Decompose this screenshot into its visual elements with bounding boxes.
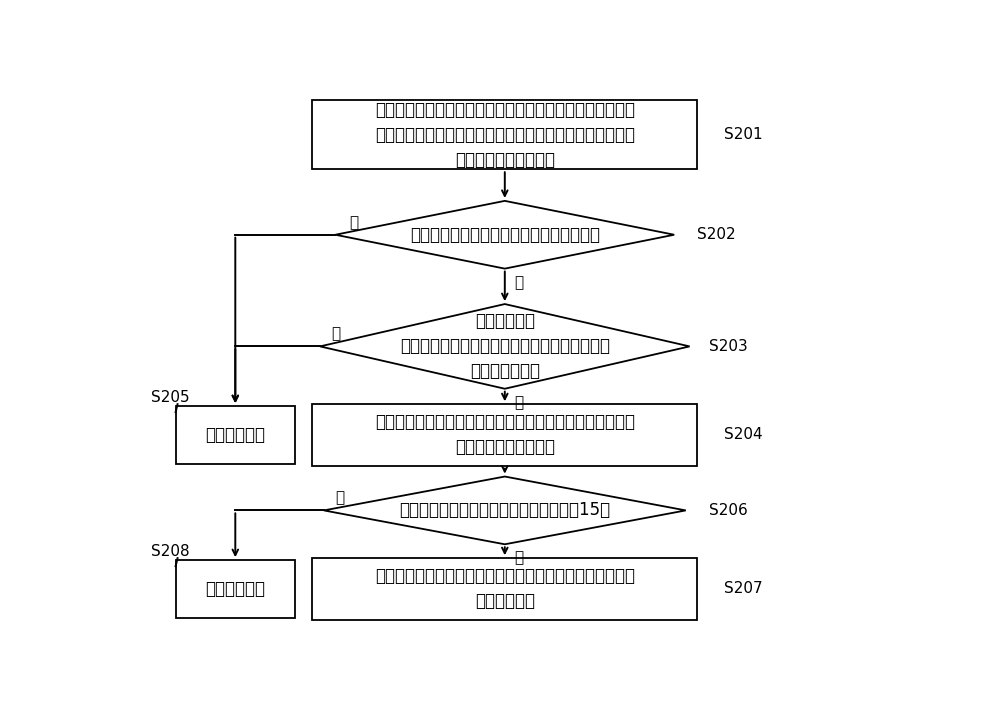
Text: 否: 否 [335, 491, 345, 505]
Text: S204: S204 [724, 427, 763, 443]
Text: 保持制热循环: 保持制热循环 [205, 426, 265, 444]
Text: S206: S206 [709, 503, 748, 518]
Text: 是: 是 [514, 395, 523, 410]
Text: S205: S205 [151, 391, 189, 405]
Text: 当空调器处于制热循环时，获取所述空调器的制热时间、所
述空调器的室外机进风温度、室外机出风温度以及所述进风
温度与出风温度的温差: 当空调器处于制热循环时，获取所述空调器的制热时间、所 述空调器的室外机进风温度、… [375, 101, 635, 168]
Text: 判断制热时间是否大于预设的第一时间阈值: 判断制热时间是否大于预设的第一时间阈值 [410, 226, 600, 244]
Text: 否: 否 [349, 215, 358, 230]
Text: 控制所述四通阀的阀口进行切换，使所述空调器由化霜循环
转入制热循环: 控制所述四通阀的阀口进行切换，使所述空调器由化霜循环 转入制热循环 [375, 568, 635, 611]
Text: S202: S202 [697, 227, 736, 243]
Text: 是: 是 [514, 551, 523, 565]
Bar [312, 100, 697, 169]
Text: 否: 否 [332, 326, 341, 342]
Text: S201: S201 [724, 127, 763, 142]
Polygon shape [335, 201, 674, 269]
Text: 判断温差小于
或等于预设的温度阈值的持续时间是否大于预设
的第二时间阈值: 判断温差小于 或等于预设的温度阈值的持续时间是否大于预设 的第二时间阈值 [400, 312, 610, 381]
Text: 是: 是 [514, 275, 523, 290]
Polygon shape [324, 477, 686, 544]
Bar [176, 560, 295, 618]
Bar [176, 406, 295, 464]
Text: 判断室外机的热交换器出口温度是否大于15度: 判断室外机的热交换器出口温度是否大于15度 [399, 501, 610, 520]
Text: 保持化霜循环: 保持化霜循环 [205, 580, 265, 598]
Text: S208: S208 [151, 544, 189, 560]
Text: S203: S203 [709, 339, 748, 354]
Bar [312, 558, 697, 620]
Bar [312, 404, 697, 466]
Text: S207: S207 [724, 582, 763, 596]
Polygon shape [320, 304, 690, 388]
Text: 控制所述空调器的四通阀的阀口进行切换，使所述空调器由
制热循环转入化霜循环: 控制所述空调器的四通阀的阀口进行切换，使所述空调器由 制热循环转入化霜循环 [375, 413, 635, 456]
